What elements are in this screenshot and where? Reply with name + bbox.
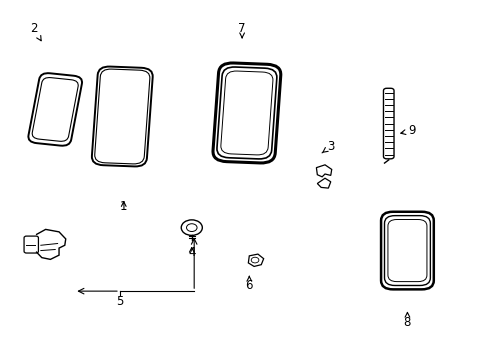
- Text: 7: 7: [238, 22, 245, 38]
- Text: 3: 3: [322, 140, 334, 153]
- Text: 6: 6: [245, 276, 252, 292]
- Text: 4: 4: [188, 246, 195, 259]
- Text: 2: 2: [30, 22, 41, 41]
- Text: 1: 1: [120, 200, 127, 213]
- Text: 8: 8: [403, 312, 410, 329]
- Text: 5: 5: [116, 295, 123, 308]
- Text: 9: 9: [400, 124, 415, 137]
